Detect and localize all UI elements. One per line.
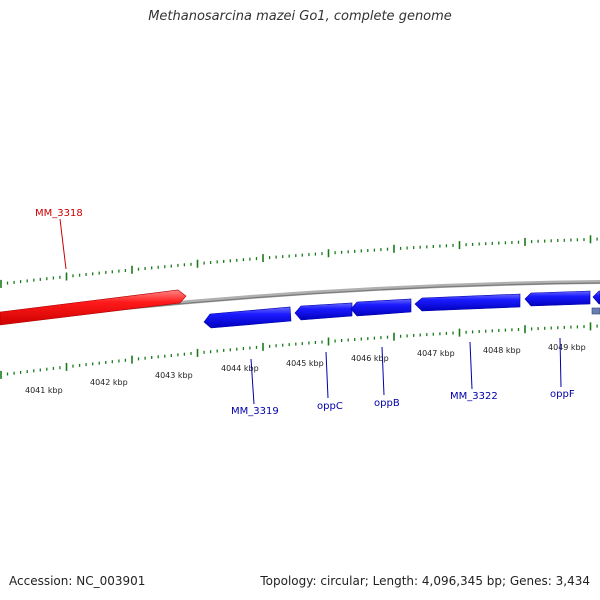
genome-title: Methanosarcina mazei Go1, complete genom… [148,9,452,24]
scale-label-4041: 4041 kbp [25,386,63,395]
genome-summary-text: Topology: circular; Length: 4,096,345 bp… [260,574,590,588]
gene-label-mm3322[interactable]: MM_3322 [450,391,498,402]
gene-label-oppb[interactable]: oppB [374,398,400,409]
scale-labels: 4041 kbp 4042 kbp 4043 kbp 4044 kbp 4045… [25,343,586,395]
accession-text: Accession: NC_003901 [9,574,146,588]
forward-scale-ticks [0,235,598,288]
gene-arrow-partial[interactable] [592,290,600,305]
scale-label-4043: 4043 kbp [155,371,193,380]
scale-label-4046: 4046 kbp [351,354,389,363]
gene-arrow-oppf[interactable] [524,290,591,307]
gene-label-lines [59,218,562,405]
gene-label-mm3318[interactable]: MM_3318 [35,208,83,219]
gene-arrow-mm3319[interactable] [203,306,292,329]
reverse-scale-ticks [0,322,598,379]
scale-label-4045: 4045 kbp [286,359,324,368]
gene-label-oppc[interactable]: oppC [317,401,343,412]
scale-label-4049: 4049 kbp [548,343,586,352]
gene-arrow-mm3322[interactable] [414,293,521,312]
gene-label-oppf[interactable]: oppF [550,389,575,400]
gene-arrow-oppb[interactable] [350,298,412,317]
scale-label-4047: 4047 kbp [417,349,455,358]
feature-marker [591,307,600,315]
scale-label-4044: 4044 kbp [221,364,259,373]
scale-label-4042: 4042 kbp [90,378,128,387]
scale-label-4048: 4048 kbp [483,346,521,355]
gene-arrow-oppc[interactable] [294,302,353,321]
gene-arrow-mm3318[interactable] [0,289,187,326]
gene-label-mm3319[interactable]: MM_3319 [231,406,279,417]
